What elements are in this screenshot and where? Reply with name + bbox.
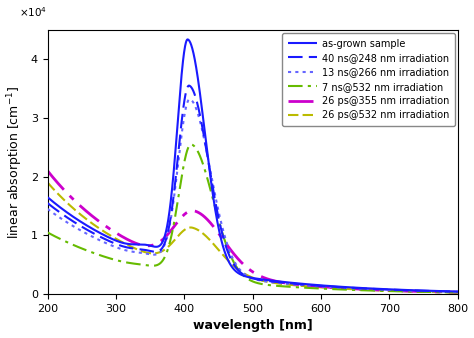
as-grown sample bbox=[45, 195, 50, 199]
Y-axis label: linear absorption [cm$^{-1}$]: linear absorption [cm$^{-1}$] bbox=[6, 86, 25, 239]
26 ps@355 nm irradiation bbox=[443, 290, 449, 294]
13 ns@266 nm irradiation bbox=[187, 97, 192, 101]
26 ps@355 nm irradiation bbox=[66, 193, 72, 197]
Line: 40 ns@248 nm irradiation: 40 ns@248 nm irradiation bbox=[47, 86, 458, 292]
Line: as-grown sample: as-grown sample bbox=[47, 40, 458, 291]
as-grown sample bbox=[443, 289, 449, 293]
Legend: as-grown sample, 40 ns@248 nm irradiation, 13 ns@266 nm irradiation, 7 ns@532 nm: as-grown sample, 40 ns@248 nm irradiatio… bbox=[282, 33, 455, 126]
40 ns@248 nm irradiation bbox=[368, 287, 374, 291]
13 ns@266 nm irradiation bbox=[443, 290, 449, 294]
as-grown sample bbox=[245, 275, 250, 279]
Line: 7 ns@532 nm irradiation: 7 ns@532 nm irradiation bbox=[47, 144, 458, 292]
7 ns@532 nm irradiation bbox=[443, 290, 449, 294]
26 ps@532 nm irradiation bbox=[443, 290, 448, 294]
26 ps@355 nm irradiation bbox=[244, 266, 250, 270]
13 ns@266 nm irradiation bbox=[245, 274, 250, 278]
Line: 13 ns@266 nm irradiation: 13 ns@266 nm irradiation bbox=[47, 99, 458, 292]
7 ns@532 nm irradiation bbox=[455, 290, 461, 294]
Line: 26 ps@355 nm irradiation: 26 ps@355 nm irradiation bbox=[47, 171, 458, 292]
Text: $\times10^4$: $\times10^4$ bbox=[19, 5, 47, 19]
26 ps@355 nm irradiation bbox=[233, 255, 239, 259]
X-axis label: wavelength [nm]: wavelength [nm] bbox=[193, 319, 312, 333]
40 ns@248 nm irradiation bbox=[45, 201, 50, 205]
26 ps@355 nm irradiation bbox=[45, 169, 50, 173]
13 ns@266 nm irradiation bbox=[66, 221, 72, 225]
26 ps@532 nm irradiation bbox=[443, 290, 449, 294]
13 ns@266 nm irradiation bbox=[455, 290, 461, 294]
7 ns@532 nm irradiation bbox=[245, 276, 250, 281]
13 ns@266 nm irradiation bbox=[45, 207, 50, 211]
13 ns@266 nm irradiation bbox=[234, 263, 239, 267]
26 ps@355 nm irradiation bbox=[455, 290, 461, 294]
7 ns@532 nm irradiation bbox=[443, 290, 449, 294]
26 ps@532 nm irradiation bbox=[368, 288, 374, 292]
40 ns@248 nm irradiation bbox=[234, 266, 239, 270]
as-grown sample bbox=[185, 38, 191, 42]
26 ps@532 nm irradiation bbox=[45, 180, 50, 185]
40 ns@248 nm irradiation bbox=[245, 274, 250, 279]
7 ns@532 nm irradiation bbox=[45, 231, 50, 235]
7 ns@532 nm irradiation bbox=[66, 241, 72, 245]
13 ns@266 nm irradiation bbox=[443, 290, 449, 294]
26 ps@355 nm irradiation bbox=[443, 290, 448, 294]
7 ns@532 nm irradiation bbox=[368, 289, 374, 293]
26 ps@532 nm irradiation bbox=[233, 266, 239, 270]
26 ps@532 nm irradiation bbox=[244, 273, 250, 277]
as-grown sample bbox=[234, 270, 239, 274]
as-grown sample bbox=[66, 212, 72, 216]
40 ns@248 nm irradiation bbox=[443, 289, 449, 293]
7 ns@532 nm irradiation bbox=[188, 142, 194, 146]
26 ps@532 nm irradiation bbox=[66, 202, 72, 206]
as-grown sample bbox=[368, 286, 374, 290]
26 ps@355 nm irradiation bbox=[368, 288, 374, 292]
13 ns@266 nm irradiation bbox=[368, 287, 374, 291]
7 ns@532 nm irradiation bbox=[234, 265, 239, 269]
40 ns@248 nm irradiation bbox=[66, 216, 72, 220]
40 ns@248 nm irradiation bbox=[443, 289, 449, 293]
Line: 26 ps@532 nm irradiation: 26 ps@532 nm irradiation bbox=[47, 183, 458, 292]
as-grown sample bbox=[443, 289, 449, 293]
40 ns@248 nm irradiation bbox=[455, 290, 461, 294]
as-grown sample bbox=[455, 289, 461, 293]
26 ps@532 nm irradiation bbox=[455, 290, 461, 294]
40 ns@248 nm irradiation bbox=[186, 83, 192, 88]
